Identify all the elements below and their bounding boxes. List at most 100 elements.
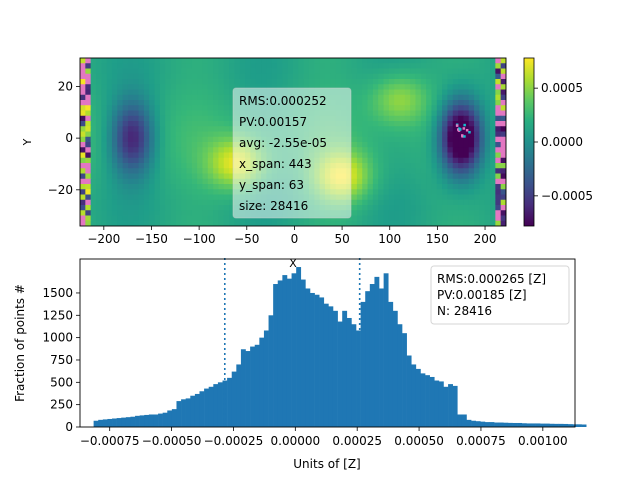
heatmap-cell bbox=[458, 63, 464, 70]
heatmap-cell bbox=[420, 163, 427, 169]
heatmap-cell bbox=[372, 173, 379, 180]
heatmap-cell bbox=[463, 210, 470, 217]
histogram-bar bbox=[530, 423, 536, 427]
heatmap-cell bbox=[154, 115, 161, 122]
heatmap-cell bbox=[463, 199, 470, 206]
heatmap-cell bbox=[474, 73, 480, 80]
histogram-stats-box-background bbox=[430, 265, 570, 325]
heatmap-cell bbox=[484, 126, 491, 133]
heatmap-cell bbox=[490, 84, 496, 91]
heatmap-cell bbox=[351, 63, 358, 70]
heatmap-cell bbox=[474, 178, 480, 185]
heatmap-cell bbox=[394, 73, 401, 80]
heatmap-cell bbox=[197, 121, 204, 127]
heatmap-cell bbox=[479, 121, 486, 127]
heatmap-cell bbox=[261, 73, 267, 80]
heatmap-cell bbox=[468, 210, 475, 217]
heatmap-cell bbox=[426, 136, 433, 143]
heatmap-cell bbox=[143, 63, 150, 70]
histogram-y-tick-label: 0 bbox=[65, 420, 73, 434]
heatmap-cell bbox=[447, 147, 454, 154]
heatmap-cell bbox=[463, 178, 470, 185]
heatmap-cell bbox=[239, 220, 246, 226]
surface-map-x-axis-label: X bbox=[289, 257, 297, 270]
heatmap-cell bbox=[159, 89, 166, 96]
heatmap-cell bbox=[388, 199, 395, 206]
heatmap-cell bbox=[394, 152, 401, 159]
heatmap-cell bbox=[80, 89, 86, 96]
heatmap-cell bbox=[90, 152, 97, 159]
heatmap-cell bbox=[372, 89, 379, 96]
heatmap-cell bbox=[479, 168, 486, 175]
heatmap-cell bbox=[122, 215, 129, 222]
heatmap-cell bbox=[362, 147, 369, 154]
heatmap-cell bbox=[324, 73, 331, 80]
heatmap-cell bbox=[388, 220, 395, 226]
heatmap-cell bbox=[410, 184, 417, 190]
heatmap-cell bbox=[351, 199, 358, 206]
heatmap-cell bbox=[143, 163, 150, 169]
heatmap-cell bbox=[468, 58, 475, 64]
heatmap-cell bbox=[239, 63, 246, 70]
heatmap-cell bbox=[95, 63, 102, 70]
heatmap-cell bbox=[388, 173, 395, 180]
heatmap-cell bbox=[378, 147, 385, 154]
heatmap-cell bbox=[229, 189, 236, 196]
heatmap-cell bbox=[186, 210, 193, 217]
heatmap-cell bbox=[261, 63, 267, 70]
heatmap-cell bbox=[127, 79, 134, 85]
heatmap-cell bbox=[420, 184, 427, 190]
heatmap-cell bbox=[362, 79, 369, 85]
heatmap-cell bbox=[495, 100, 502, 106]
heatmap-cell bbox=[383, 163, 390, 169]
histogram-bar bbox=[526, 423, 532, 427]
heatmap-cell bbox=[351, 73, 358, 80]
heatmap-cell bbox=[85, 205, 92, 211]
heatmap-cell bbox=[159, 131, 166, 138]
histogram-bar bbox=[342, 310, 348, 427]
heatmap-cell bbox=[378, 157, 385, 164]
heatmap-cell bbox=[447, 63, 454, 70]
heatmap-cell bbox=[127, 157, 134, 164]
heatmap-cell bbox=[80, 110, 86, 117]
heatmap-cell bbox=[426, 142, 433, 148]
heatmap-cell bbox=[197, 68, 204, 75]
heatmap-cell bbox=[388, 131, 395, 138]
heatmap-cell bbox=[500, 215, 506, 222]
surface-map-x-tick-label: 200 bbox=[474, 232, 497, 246]
heatmap-cell bbox=[197, 199, 204, 206]
heatmap-cell bbox=[159, 84, 166, 91]
heatmap-cell bbox=[356, 220, 363, 226]
heatmap-cell bbox=[420, 126, 427, 133]
heatmap-cell bbox=[170, 84, 177, 91]
heatmap-cell bbox=[218, 215, 225, 222]
heatmap-cell bbox=[367, 220, 374, 226]
heatmap-cell bbox=[245, 73, 251, 80]
heatmap-cell bbox=[474, 58, 480, 64]
heatmap-cell bbox=[117, 184, 124, 190]
heatmap-cell bbox=[229, 142, 236, 148]
heatmap-cell bbox=[181, 100, 188, 106]
heatmap-cell bbox=[303, 68, 310, 75]
heatmap-cell bbox=[122, 115, 129, 122]
heatmap-cell bbox=[484, 94, 491, 101]
histogram-y-tick-label: 1250 bbox=[42, 308, 73, 322]
heatmap-cell bbox=[117, 100, 124, 106]
heatmap-cell bbox=[154, 147, 161, 154]
heatmap-cell bbox=[335, 63, 342, 70]
heatmap-cell bbox=[436, 189, 443, 196]
heatmap-cell bbox=[80, 147, 86, 154]
heatmap-cell bbox=[372, 215, 379, 222]
heatmap-cell bbox=[191, 121, 198, 127]
heatmap-cell bbox=[170, 58, 177, 64]
heatmap-cell bbox=[127, 131, 134, 138]
heatmap-cell bbox=[149, 63, 156, 70]
heatmap-cell bbox=[468, 94, 475, 101]
heatmap-cell bbox=[452, 131, 459, 138]
heatmap-cell bbox=[293, 79, 299, 85]
heatmap-cell bbox=[90, 100, 97, 106]
heatmap-cell bbox=[181, 215, 188, 222]
heatmap-cell bbox=[191, 115, 198, 122]
heatmap-cell bbox=[101, 178, 108, 185]
heatmap-cell bbox=[420, 121, 427, 127]
